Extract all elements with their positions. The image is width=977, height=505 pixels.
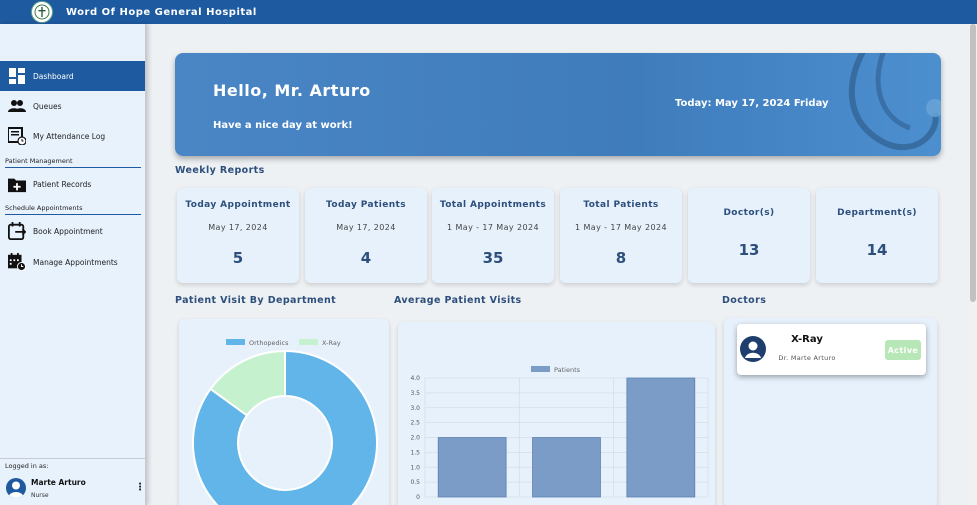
y-tick-label: 1.5 (410, 449, 420, 456)
sidebar-item-patient-records[interactable]: Patient Records (0, 169, 145, 199)
sidebar-item-label: Patient Records (33, 179, 92, 189)
sidebar-item-label: Book Appointment (33, 226, 103, 236)
card-title: Total Patients (583, 200, 659, 210)
department-donut-chart: Orthopedics X-Ray (192, 339, 378, 505)
logged-in-label: Logged in as: (5, 462, 49, 470)
greeting: Hello, Mr. Arturo (213, 81, 371, 100)
legend-label: X-Ray (322, 339, 341, 347)
section-label-patient-management: Patient Management (5, 157, 141, 168)
card-value: 35 (482, 249, 504, 267)
legend-label: Patients (554, 366, 581, 374)
stethoscope-icon (848, 53, 941, 151)
doctor-name: Dr. Marte Arturo (778, 354, 836, 362)
bar-3[interactable] (626, 377, 696, 498)
card-value: 13 (738, 241, 760, 259)
sidebar-item-dashboard[interactable]: Dashboard (0, 61, 145, 91)
sidebar-item-label: Queues (33, 101, 62, 111)
folder-add-icon (8, 175, 26, 193)
y-tick-label: 0 (416, 494, 420, 501)
card-date: May 17, 2024 (336, 223, 396, 232)
sidebar: Dashboard Queues My Attendance Log Patie… (0, 24, 147, 505)
queue-users-icon (8, 97, 26, 115)
user-box: Logged in as: Marte Arturo Nurse ⋮ (0, 458, 145, 505)
donut-slice-xray[interactable] (209, 349, 286, 417)
status-badge: Active (885, 340, 921, 360)
stat-card-total-appointments[interactable]: Total Appointments 1 May - 17 May 2024 3… (432, 188, 554, 283)
card-title: Department(s) (837, 208, 917, 218)
card-value: 5 (232, 249, 244, 267)
calendar-arrow-icon (8, 222, 26, 240)
average-visits-chart-panel: Patients 0 0.5 1.0 1.5 2.0 2.5 3.0 3.5 4.0 (398, 322, 715, 505)
card-date: May 17, 2024 (208, 223, 268, 232)
y-tick-label: 2.0 (410, 435, 420, 442)
department-chart-panel: Orthopedics X-Ray (179, 319, 389, 505)
legend-swatch[interactable] (226, 339, 245, 345)
card-date: 1 May - 17 May 2024 (447, 223, 539, 232)
calendar-clock-icon (8, 253, 26, 271)
top-bar: Word Of Hope General Hospital (0, 0, 977, 24)
card-value: 4 (360, 249, 372, 267)
y-tick-label: 0.5 (410, 479, 420, 486)
y-tick-label: 1.0 (410, 464, 420, 471)
doctor-avatar-icon (740, 336, 766, 362)
today-date: Today: May 17, 2024 Friday (675, 98, 829, 109)
page-scrollbar[interactable] (969, 24, 977, 505)
attendance-log-icon (8, 127, 26, 145)
donut-slice-orthopedics[interactable] (192, 349, 378, 505)
card-title: Doctor(s) (723, 208, 775, 218)
bar-1[interactable] (437, 437, 507, 498)
avatar (6, 478, 26, 498)
average-visits-bar-chart: Patients 0 0.5 1.0 1.5 2.0 2.5 3.0 3.5 4.0 (410, 366, 709, 501)
card-title: Total Appointments (439, 200, 547, 210)
card-title: Today Appointment (185, 200, 291, 210)
card-value: 8 (615, 249, 627, 267)
card-value: 14 (866, 241, 888, 259)
doctors-heading: Doctors (722, 295, 767, 306)
stat-card-total-patients[interactable]: Total Patients 1 May - 17 May 2024 8 (560, 188, 682, 283)
sidebar-item-label: Manage Appointments (33, 257, 118, 267)
sidebar-item-attendance[interactable]: My Attendance Log (0, 121, 145, 151)
scrollbar-thumb[interactable] (970, 24, 976, 302)
greeting-subtitle: Have a nice day at work! (213, 120, 353, 131)
card-title: Today Patients (326, 200, 406, 210)
sidebar-item-label: My Attendance Log (33, 131, 106, 141)
more-options-icon[interactable]: ⋮ (135, 482, 145, 493)
user-name: Marte Arturo (31, 478, 86, 487)
doctor-card[interactable]: X-Ray Dr. Marte Arturo Active (737, 324, 926, 375)
stat-card-today-appointment[interactable]: Today Appointment May 17, 2024 5 (177, 188, 299, 283)
y-tick-label: 2.5 (410, 420, 420, 427)
legend-swatch[interactable] (531, 366, 550, 372)
weekly-reports-heading: Weekly Reports (175, 165, 265, 176)
legend-label: Orthopedics (249, 339, 289, 347)
sidebar-item-book-appointment[interactable]: Book Appointment (0, 216, 145, 246)
legend-swatch[interactable] (299, 339, 318, 345)
average-visits-heading: Average Patient Visits (394, 295, 522, 306)
doctor-department: X-Ray (791, 334, 823, 345)
sidebar-item-queues[interactable]: Queues (0, 91, 145, 121)
y-tick-label: 4.0 (410, 375, 420, 382)
stat-card-doctors[interactable]: Doctor(s) 13 (688, 188, 810, 283)
card-date: 1 May - 17 May 2024 (575, 223, 667, 232)
sidebar-item-manage-appointments[interactable]: Manage Appointments (0, 247, 145, 277)
y-tick-label: 3.0 (410, 405, 420, 412)
hospital-logo (31, 1, 53, 23)
welcome-banner: Hello, Mr. Arturo Have a nice day at wor… (175, 53, 941, 156)
stat-card-departments[interactable]: Department(s) 14 (816, 188, 938, 283)
visit-by-department-heading: Patient Visit By Department (175, 295, 337, 306)
app-title: Word Of Hope General Hospital (66, 6, 257, 18)
dashboard-icon (8, 67, 26, 85)
y-tick-label: 3.5 (410, 390, 420, 397)
stat-card-today-patients[interactable]: Today Patients May 17, 2024 4 (305, 188, 427, 283)
section-label-schedule: Schedule Appointments (5, 204, 141, 215)
user-role: Nurse (31, 492, 49, 499)
sidebar-item-label: Dashboard (33, 71, 74, 81)
bar-2[interactable] (532, 437, 601, 498)
